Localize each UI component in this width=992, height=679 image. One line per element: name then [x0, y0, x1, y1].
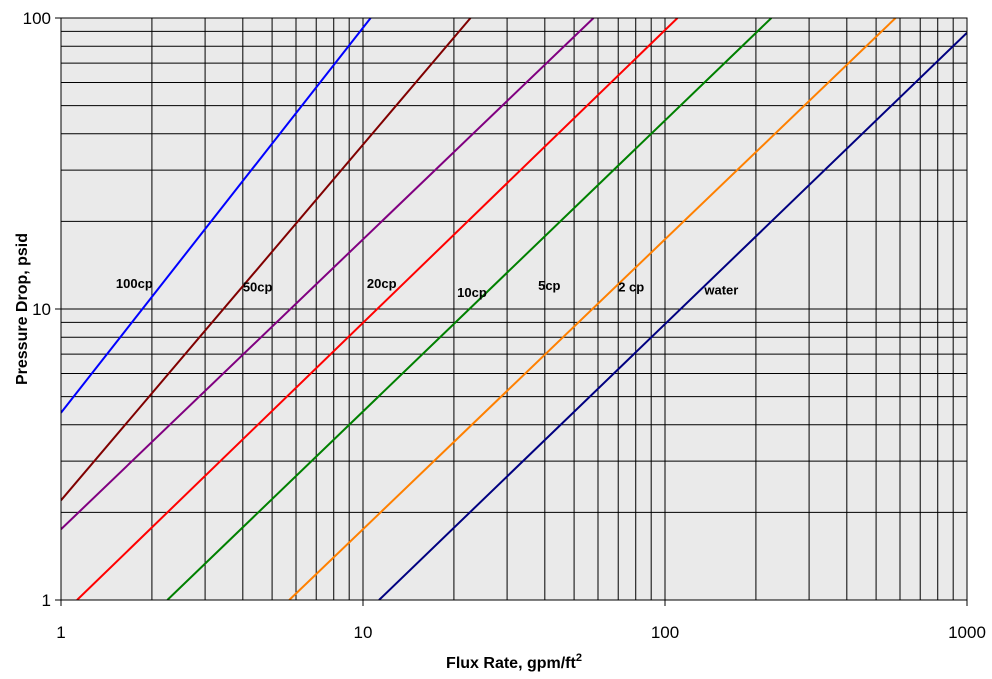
series-label: 10cp — [457, 285, 487, 300]
y-tick-label: 10 — [32, 300, 51, 319]
series-label: 50cp — [243, 279, 273, 294]
series-label: 2 cp — [618, 279, 644, 294]
series-line-50cp — [61, 18, 472, 501]
series-label: 5cp — [538, 278, 560, 293]
y-tick-label: 100 — [23, 9, 51, 28]
y-tick-label: 1 — [42, 591, 51, 610]
series-lines — [61, 18, 967, 600]
gridlines — [61, 18, 967, 600]
x-axis-title: Flux Rate, gpm/ft2 — [446, 652, 582, 672]
x-axis-title-superscript: 2 — [576, 652, 582, 664]
series-line-5cp — [166, 18, 773, 600]
x-tick-label: 10 — [354, 623, 373, 642]
axes: 1 10 100 1000 1 10 100 — [23, 9, 986, 642]
series-line-100cp — [61, 18, 372, 414]
y-axis-title: Pressure Drop, psid — [14, 233, 31, 385]
series-line-2cp — [288, 18, 897, 600]
series-line-20cp — [61, 18, 595, 531]
x-axis-title-text: Flux Rate, gpm/ft — [446, 655, 576, 672]
x-tick-label: 100 — [651, 623, 679, 642]
series-label: 20cp — [367, 276, 397, 291]
series-line-water — [378, 32, 967, 600]
series-label: 100cp — [116, 276, 153, 291]
series-label: water — [703, 283, 738, 298]
x-tick-label: 1 — [56, 623, 65, 642]
series-line-10cp — [76, 18, 679, 600]
series-labels: 100cp 50cp 20cp 10cp 5cp 2 cp water — [116, 276, 738, 300]
x-tick-label: 1000 — [948, 623, 986, 642]
